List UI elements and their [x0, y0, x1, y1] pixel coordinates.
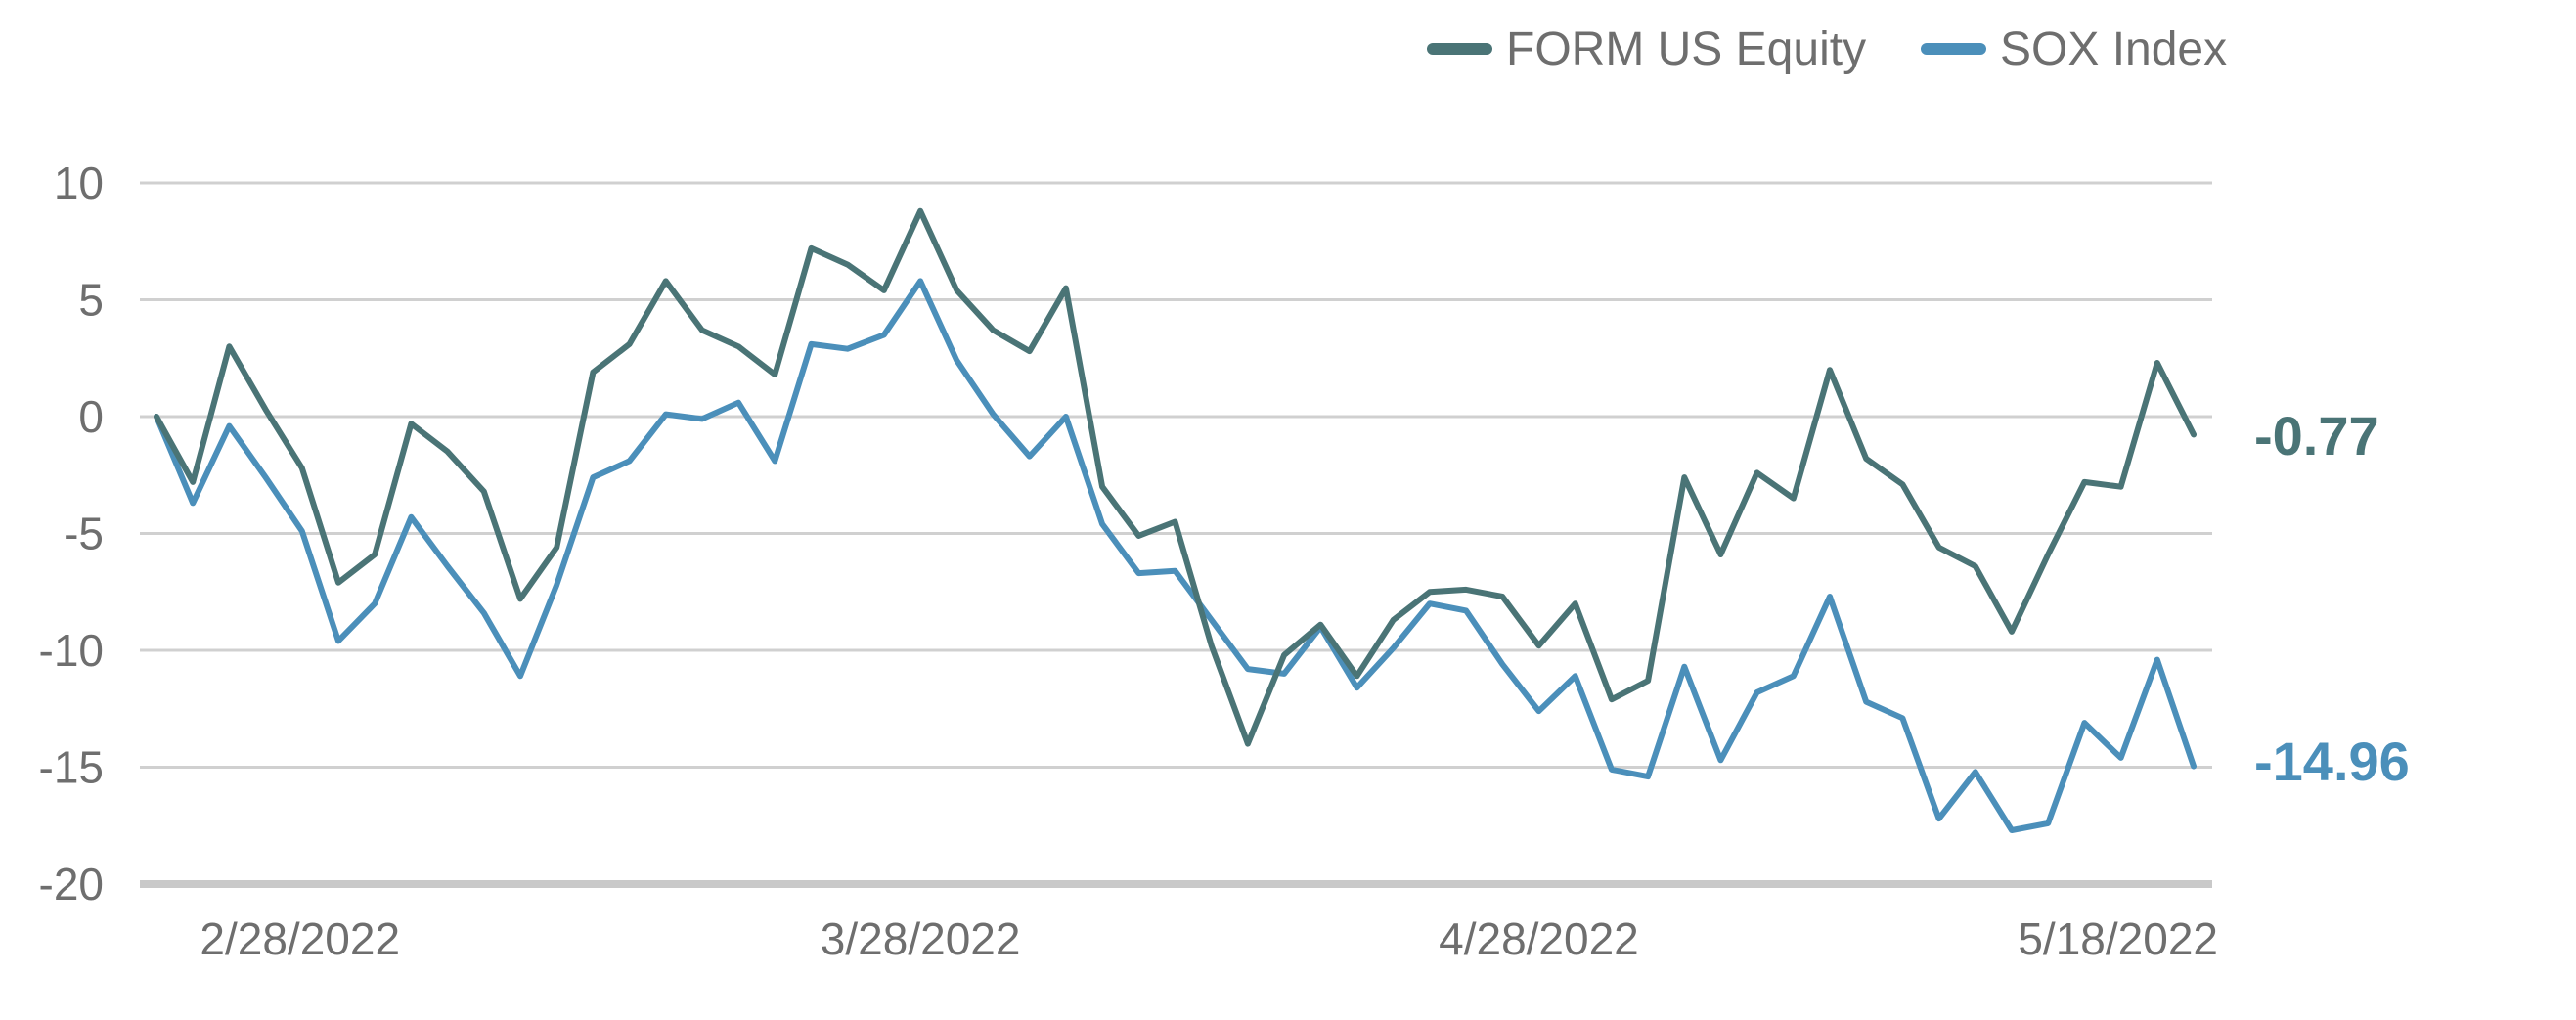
legend: FORM US Equity SOX Index — [1427, 23, 2227, 75]
y-tick-label: 10 — [54, 157, 104, 208]
y-tick-label: -20 — [39, 859, 104, 909]
y-tick-label: 5 — [78, 275, 104, 326]
legend-label: FORM US Equity — [1506, 23, 1866, 75]
series-line-form-us-equity — [154, 207, 2197, 747]
series-line-sox-index — [154, 278, 2197, 833]
x-tick-label: 2/28/2022 — [200, 913, 400, 964]
y-tick-label: -10 — [39, 625, 104, 676]
y-tick-label: 0 — [78, 391, 104, 442]
end-value-label: -0.77 — [2254, 405, 2379, 466]
x-tick-label: 5/18/2022 — [2018, 913, 2218, 964]
end-value-label: -14.96 — [2254, 731, 2410, 792]
legend-label: SOX Index — [2000, 23, 2227, 75]
y-tick-label: -5 — [64, 509, 104, 559]
grid-lines — [140, 181, 2212, 888]
end-labels: -0.77 -14.96 — [2254, 405, 2410, 792]
x-tick-label: 4/28/2022 — [1439, 913, 1639, 964]
y-axis: 10 5 0 -5 -10 -15 -20 — [39, 157, 104, 909]
x-axis: 2/28/2022 3/28/2022 4/28/2022 5/18/2022 — [200, 913, 2218, 964]
x-tick-label: 3/28/2022 — [821, 913, 1021, 964]
series-lines — [154, 207, 2197, 833]
y-tick-label: -15 — [39, 742, 104, 793]
